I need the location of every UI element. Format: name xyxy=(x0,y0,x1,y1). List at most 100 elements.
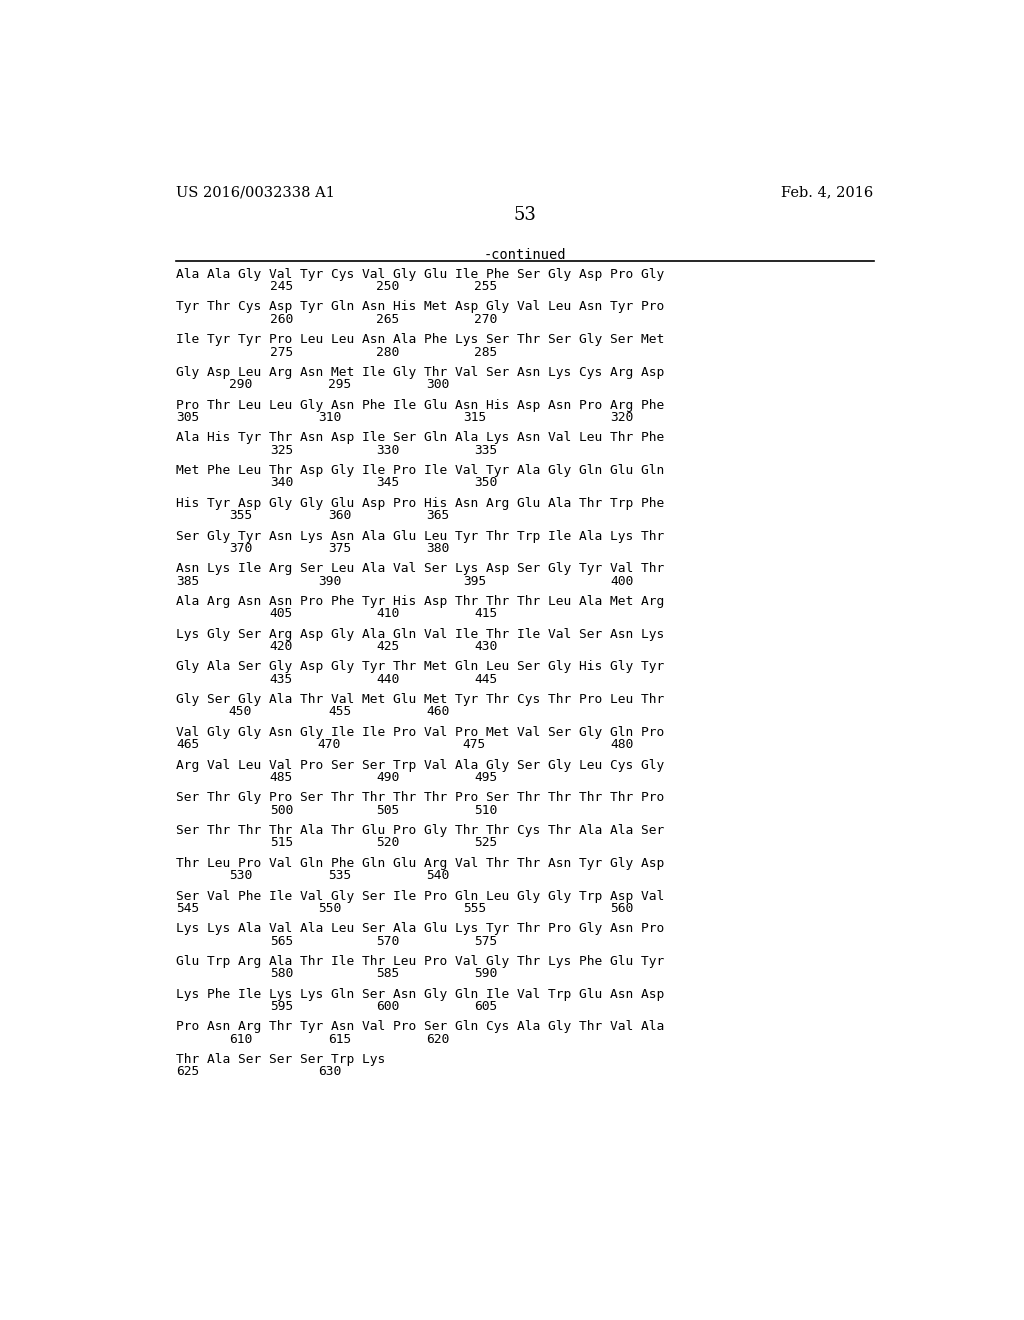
Text: 430: 430 xyxy=(474,640,498,653)
Text: Pro Asn Arg Thr Tyr Asn Val Pro Ser Gln Cys Ala Gly Thr Val Ala: Pro Asn Arg Thr Tyr Asn Val Pro Ser Gln … xyxy=(176,1020,665,1034)
Text: 585: 585 xyxy=(376,968,399,981)
Text: 260: 260 xyxy=(270,313,293,326)
Text: 53: 53 xyxy=(513,206,537,224)
Text: 300: 300 xyxy=(426,379,450,391)
Text: 480: 480 xyxy=(610,738,633,751)
Text: 330: 330 xyxy=(376,444,399,457)
Text: 590: 590 xyxy=(474,968,498,981)
Text: 545: 545 xyxy=(176,902,200,915)
Text: 310: 310 xyxy=(317,411,341,424)
Text: 560: 560 xyxy=(610,902,633,915)
Text: US 2016/0032338 A1: US 2016/0032338 A1 xyxy=(176,185,335,199)
Text: Gly Ser Gly Ala Thr Val Met Glu Met Tyr Thr Cys Thr Pro Leu Thr: Gly Ser Gly Ala Thr Val Met Glu Met Tyr … xyxy=(176,693,665,706)
Text: 530: 530 xyxy=(228,869,252,882)
Text: 290: 290 xyxy=(228,379,252,391)
Text: 620: 620 xyxy=(426,1032,450,1045)
Text: 400: 400 xyxy=(610,574,633,587)
Text: Ile Tyr Tyr Pro Leu Leu Asn Ala Phe Lys Ser Thr Ser Gly Ser Met: Ile Tyr Tyr Pro Leu Leu Asn Ala Phe Lys … xyxy=(176,333,665,346)
Text: 600: 600 xyxy=(376,1001,399,1012)
Text: Thr Leu Pro Val Gln Phe Gln Glu Arg Val Thr Thr Asn Tyr Gly Asp: Thr Leu Pro Val Gln Phe Gln Glu Arg Val … xyxy=(176,857,665,870)
Text: Thr Ala Ser Ser Ser Trp Lys: Thr Ala Ser Ser Ser Trp Lys xyxy=(176,1053,385,1067)
Text: 515: 515 xyxy=(270,837,293,849)
Text: 270: 270 xyxy=(474,313,498,326)
Text: Arg Val Leu Val Pro Ser Ser Trp Val Ala Gly Ser Gly Leu Cys Gly: Arg Val Leu Val Pro Ser Ser Trp Val Ala … xyxy=(176,759,665,772)
Text: Ala Arg Asn Asn Pro Phe Tyr His Asp Thr Thr Thr Leu Ala Met Arg: Ala Arg Asn Asn Pro Phe Tyr His Asp Thr … xyxy=(176,595,665,609)
Text: 460: 460 xyxy=(426,705,450,718)
Text: 250: 250 xyxy=(376,280,399,293)
Text: Ser Val Phe Ile Val Gly Ser Ile Pro Gln Leu Gly Gly Trp Asp Val: Ser Val Phe Ile Val Gly Ser Ile Pro Gln … xyxy=(176,890,665,903)
Text: 625: 625 xyxy=(176,1065,200,1078)
Text: 320: 320 xyxy=(610,411,633,424)
Text: 440: 440 xyxy=(376,673,399,686)
Text: Asn Lys Ile Arg Ser Leu Ala Val Ser Lys Asp Ser Gly Tyr Val Thr: Asn Lys Ile Arg Ser Leu Ala Val Ser Lys … xyxy=(176,562,665,576)
Text: 305: 305 xyxy=(176,411,200,424)
Text: 255: 255 xyxy=(474,280,498,293)
Text: Tyr Thr Cys Asp Tyr Gln Asn His Met Asp Gly Val Leu Asn Tyr Pro: Tyr Thr Cys Asp Tyr Gln Asn His Met Asp … xyxy=(176,301,665,313)
Text: 425: 425 xyxy=(376,640,399,653)
Text: Ser Thr Gly Pro Ser Thr Thr Thr Thr Pro Ser Thr Thr Thr Thr Pro: Ser Thr Gly Pro Ser Thr Thr Thr Thr Pro … xyxy=(176,792,665,804)
Text: 335: 335 xyxy=(474,444,498,457)
Text: 325: 325 xyxy=(270,444,293,457)
Text: 540: 540 xyxy=(426,869,450,882)
Text: 580: 580 xyxy=(270,968,293,981)
Text: 630: 630 xyxy=(317,1065,341,1078)
Text: 385: 385 xyxy=(176,574,200,587)
Text: 420: 420 xyxy=(270,640,293,653)
Text: 295: 295 xyxy=(328,379,351,391)
Text: 595: 595 xyxy=(270,1001,293,1012)
Text: 370: 370 xyxy=(228,543,252,554)
Text: Ser Gly Tyr Asn Lys Asn Ala Glu Leu Tyr Thr Trp Ile Ala Lys Thr: Ser Gly Tyr Asn Lys Asn Ala Glu Leu Tyr … xyxy=(176,529,665,543)
Text: 610: 610 xyxy=(228,1032,252,1045)
Text: 490: 490 xyxy=(376,771,399,784)
Text: Lys Gly Ser Arg Asp Gly Ala Gln Val Ile Thr Ile Val Ser Asn Lys: Lys Gly Ser Arg Asp Gly Ala Gln Val Ile … xyxy=(176,628,665,640)
Text: Glu Trp Arg Ala Thr Ile Thr Leu Pro Val Gly Thr Lys Phe Glu Tyr: Glu Trp Arg Ala Thr Ile Thr Leu Pro Val … xyxy=(176,954,665,968)
Text: 470: 470 xyxy=(317,738,341,751)
Text: 570: 570 xyxy=(376,935,399,948)
Text: 340: 340 xyxy=(270,477,293,490)
Text: -continued: -continued xyxy=(483,248,566,261)
Text: Pro Thr Leu Leu Gly Asn Phe Ile Glu Asn His Asp Asn Pro Arg Phe: Pro Thr Leu Leu Gly Asn Phe Ile Glu Asn … xyxy=(176,399,665,412)
Text: 510: 510 xyxy=(474,804,498,817)
Text: 405: 405 xyxy=(270,607,293,620)
Text: 285: 285 xyxy=(474,346,498,359)
Text: 375: 375 xyxy=(328,543,351,554)
Text: 365: 365 xyxy=(426,510,450,523)
Text: 505: 505 xyxy=(376,804,399,817)
Text: 390: 390 xyxy=(317,574,341,587)
Text: 350: 350 xyxy=(474,477,498,490)
Text: Gly Ala Ser Gly Asp Gly Tyr Thr Met Gln Leu Ser Gly His Gly Tyr: Gly Ala Ser Gly Asp Gly Tyr Thr Met Gln … xyxy=(176,660,665,673)
Text: 415: 415 xyxy=(474,607,498,620)
Text: 435: 435 xyxy=(270,673,293,686)
Text: 395: 395 xyxy=(463,574,486,587)
Text: 575: 575 xyxy=(474,935,498,948)
Text: 410: 410 xyxy=(376,607,399,620)
Text: 455: 455 xyxy=(328,705,351,718)
Text: 525: 525 xyxy=(474,837,498,849)
Text: Lys Lys Ala Val Ala Leu Ser Ala Glu Lys Tyr Thr Pro Gly Asn Pro: Lys Lys Ala Val Ala Leu Ser Ala Glu Lys … xyxy=(176,923,665,936)
Text: 360: 360 xyxy=(328,510,351,523)
Text: 275: 275 xyxy=(270,346,293,359)
Text: Val Gly Gly Asn Gly Ile Ile Pro Val Pro Met Val Ser Gly Gln Pro: Val Gly Gly Asn Gly Ile Ile Pro Val Pro … xyxy=(176,726,665,739)
Text: 485: 485 xyxy=(270,771,293,784)
Text: Feb. 4, 2016: Feb. 4, 2016 xyxy=(781,185,873,199)
Text: 495: 495 xyxy=(474,771,498,784)
Text: 615: 615 xyxy=(328,1032,351,1045)
Text: 450: 450 xyxy=(228,705,252,718)
Text: Ala His Tyr Thr Asn Asp Ile Ser Gln Ala Lys Asn Val Leu Thr Phe: Ala His Tyr Thr Asn Asp Ile Ser Gln Ala … xyxy=(176,432,665,445)
Text: 520: 520 xyxy=(376,837,399,849)
Text: 475: 475 xyxy=(463,738,486,751)
Text: 605: 605 xyxy=(474,1001,498,1012)
Text: 555: 555 xyxy=(463,902,486,915)
Text: Gly Asp Leu Arg Asn Met Ile Gly Thr Val Ser Asn Lys Cys Arg Asp: Gly Asp Leu Arg Asn Met Ile Gly Thr Val … xyxy=(176,366,665,379)
Text: 535: 535 xyxy=(328,869,351,882)
Text: 355: 355 xyxy=(228,510,252,523)
Text: Ala Ala Gly Val Tyr Cys Val Gly Glu Ile Phe Ser Gly Asp Pro Gly: Ala Ala Gly Val Tyr Cys Val Gly Glu Ile … xyxy=(176,268,665,281)
Text: Met Phe Leu Thr Asp Gly Ile Pro Ile Val Tyr Ala Gly Gln Glu Gln: Met Phe Leu Thr Asp Gly Ile Pro Ile Val … xyxy=(176,465,665,477)
Text: 500: 500 xyxy=(270,804,293,817)
Text: 315: 315 xyxy=(463,411,486,424)
Text: 280: 280 xyxy=(376,346,399,359)
Text: Ser Thr Thr Thr Ala Thr Glu Pro Gly Thr Thr Cys Thr Ala Ala Ser: Ser Thr Thr Thr Ala Thr Glu Pro Gly Thr … xyxy=(176,824,665,837)
Text: 345: 345 xyxy=(376,477,399,490)
Text: 445: 445 xyxy=(474,673,498,686)
Text: Lys Phe Ile Lys Lys Gln Ser Asn Gly Gln Ile Val Trp Glu Asn Asp: Lys Phe Ile Lys Lys Gln Ser Asn Gly Gln … xyxy=(176,987,665,1001)
